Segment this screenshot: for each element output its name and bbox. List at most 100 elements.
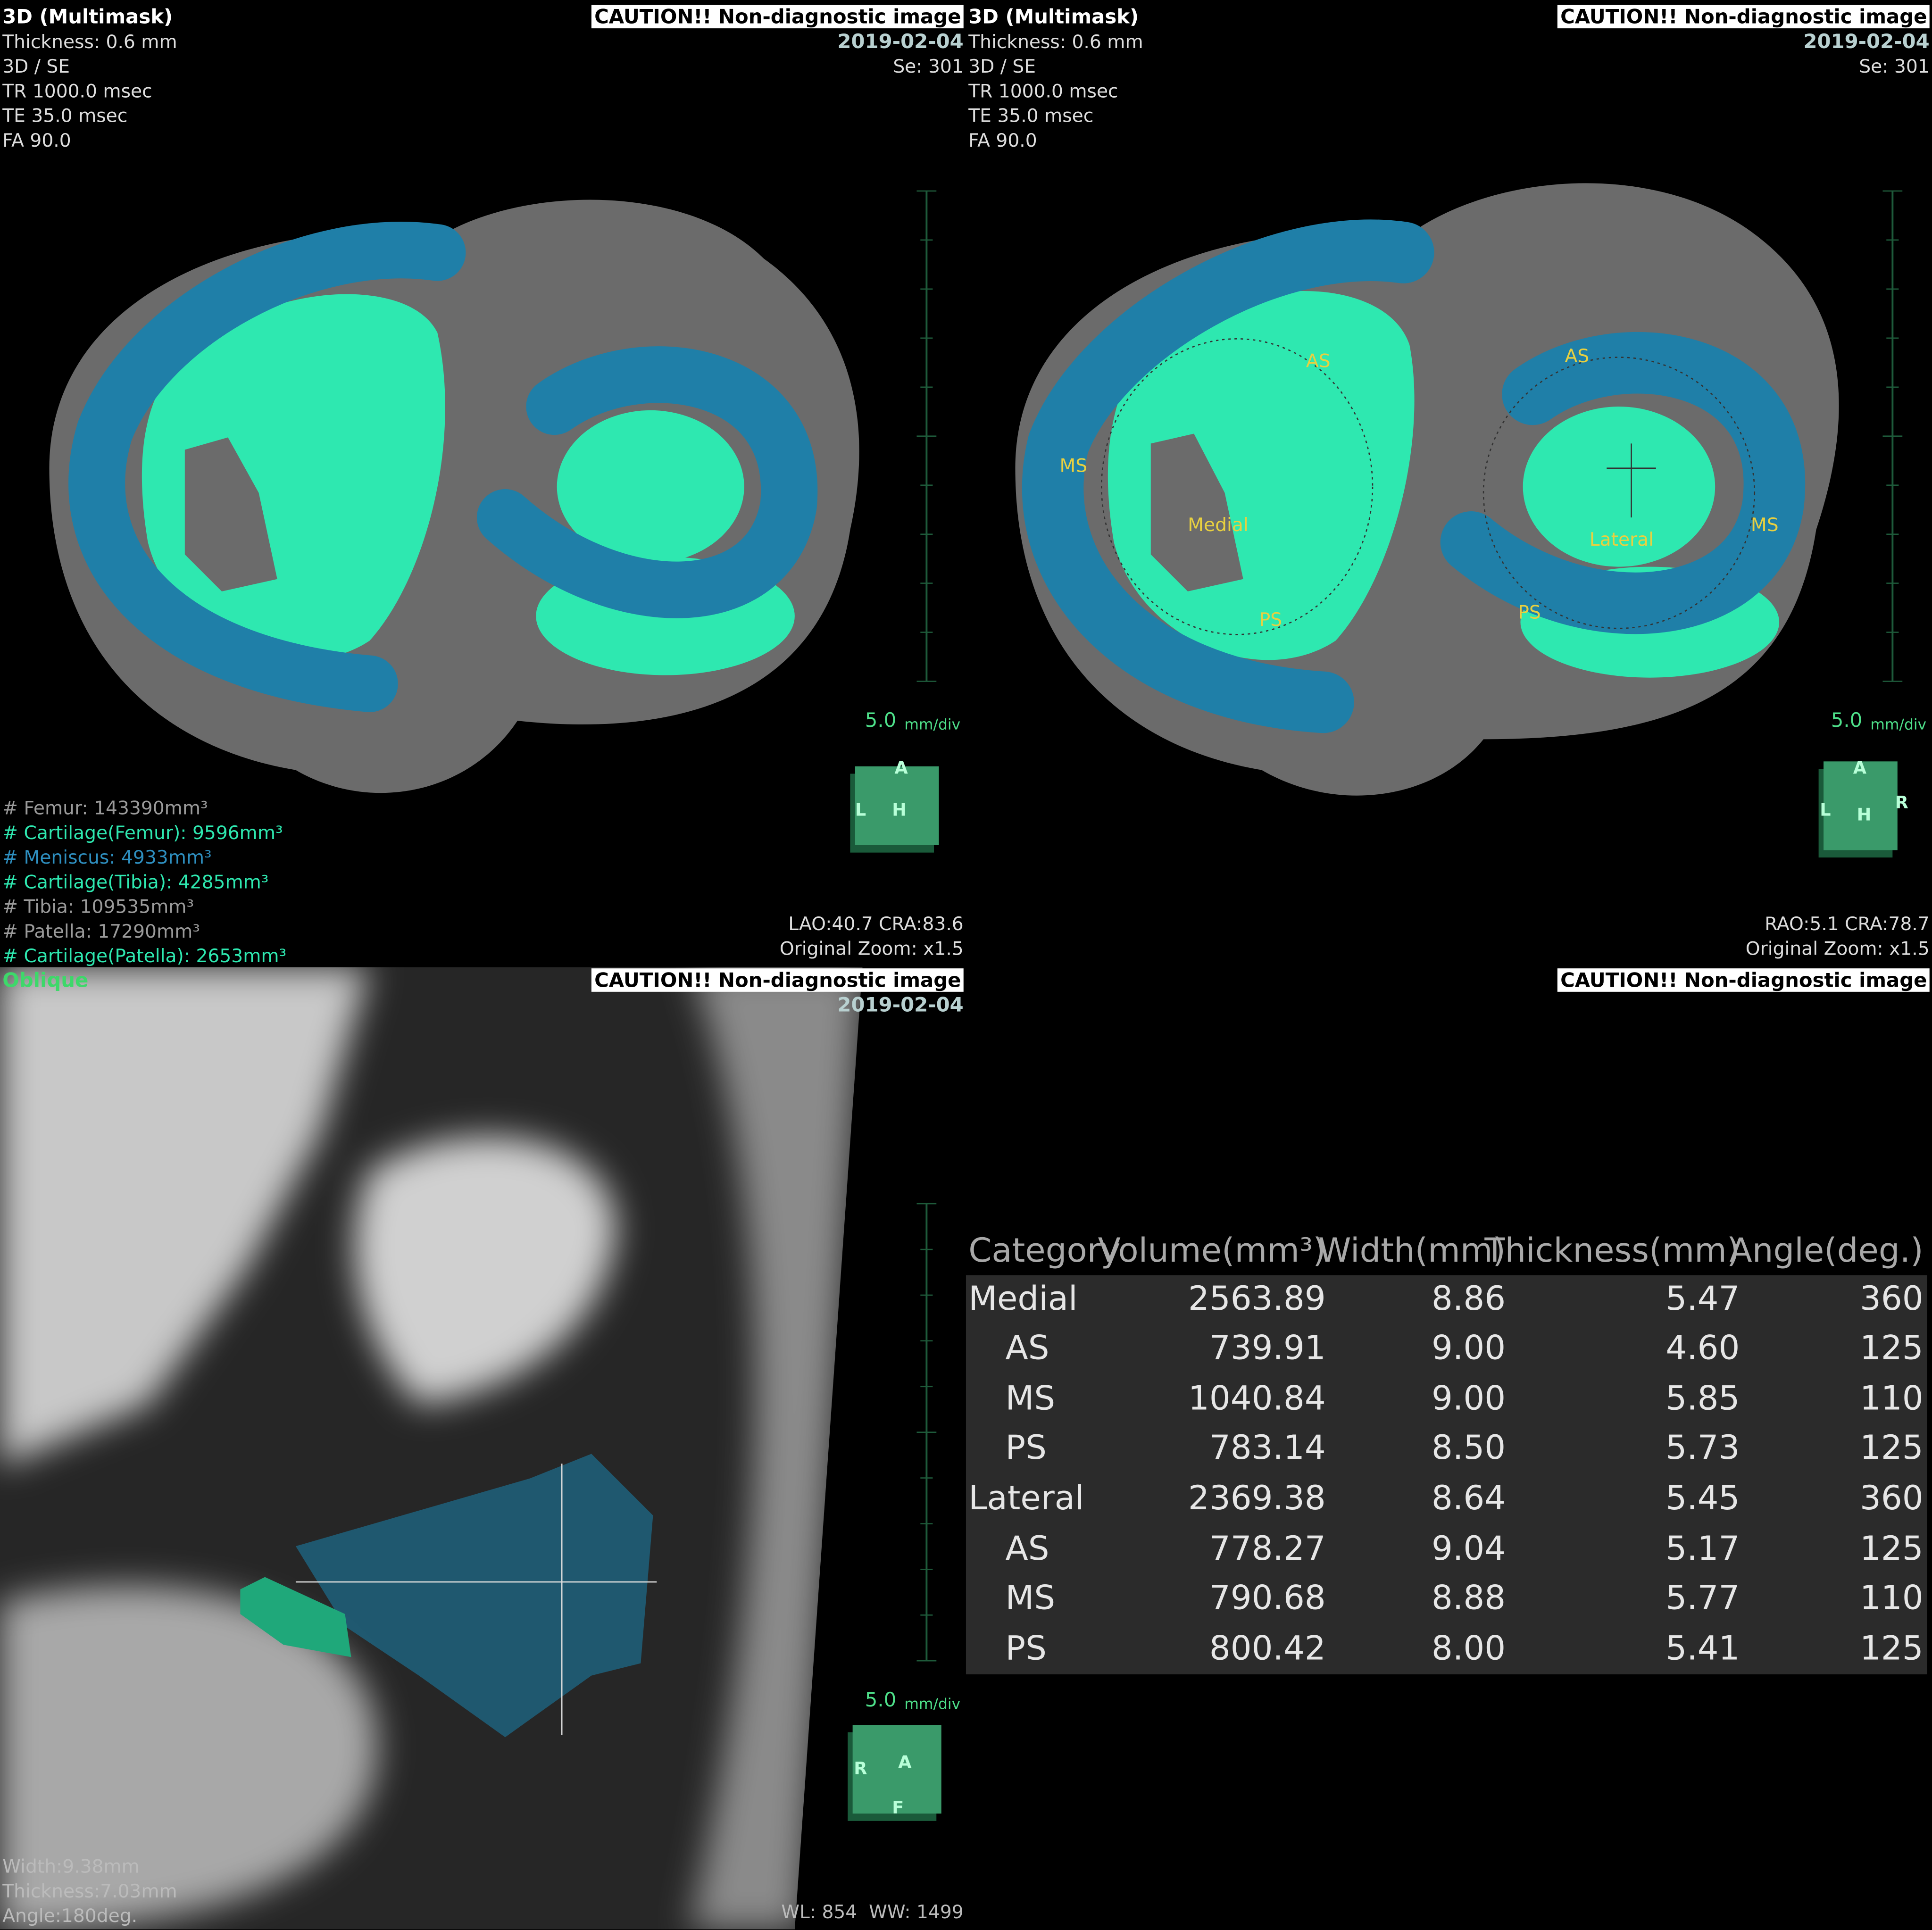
- table-row: PS 783.14 8.50 5.73 125: [966, 1425, 1927, 1475]
- table-cell: 110: [1859, 1580, 1924, 1618]
- table-cell: 739.91: [1209, 1330, 1326, 1368]
- legend-entry: # Cartilage(Femur): 9596mm³: [2, 822, 283, 844]
- table-cell: Category: [968, 1232, 1121, 1271]
- table-cell: 360: [1859, 1280, 1924, 1318]
- study-date: 2019-02-04: [837, 29, 964, 53]
- anatomy-label: Medial: [1188, 514, 1249, 536]
- table-cell: 125: [1859, 1530, 1924, 1568]
- table-cell: 5.17: [1666, 1530, 1740, 1568]
- table-cell: 5.77: [1666, 1580, 1740, 1618]
- scale-unit: mm/div: [904, 1695, 961, 1713]
- orientation-letter: F: [892, 1798, 904, 1819]
- table-cell: AS: [1005, 1530, 1049, 1568]
- table-cell: 9.00: [1432, 1380, 1506, 1418]
- info-line: FA 90.0: [2, 129, 71, 152]
- table-cell: 790.68: [1209, 1580, 1326, 1618]
- info-line: Thickness: 0.6 mm: [2, 31, 177, 53]
- orientation-letter: R: [1895, 793, 1908, 814]
- table-cell: 2369.38: [1188, 1480, 1326, 1518]
- table-cell: MS: [1005, 1580, 1056, 1618]
- table-cell: Lateral: [968, 1480, 1084, 1518]
- anatomy-label: PS: [1518, 601, 1541, 624]
- zoom-label: Original Zoom: x1.5: [779, 937, 964, 960]
- table-cell: 8.64: [1432, 1480, 1506, 1518]
- orientation-letter: A: [898, 1753, 912, 1773]
- table-cell: 8.50: [1432, 1430, 1506, 1468]
- table-cell: MS: [1005, 1380, 1056, 1418]
- legend-entry: # Meniscus: 4933mm³: [2, 846, 212, 869]
- table-cell: 125: [1859, 1330, 1924, 1368]
- render-3d: [49, 200, 859, 793]
- table-row: PS 800.42 8.00 5.41 125: [966, 1625, 1927, 1675]
- table-cell: 8.00: [1432, 1630, 1506, 1668]
- table-row: MS 790.68 8.88 5.77 110: [966, 1575, 1927, 1625]
- table-cell: PS: [1005, 1630, 1047, 1668]
- table-cell: 9.00: [1432, 1330, 1506, 1368]
- orientation-letter: A: [1853, 759, 1867, 779]
- orientation-letter: L: [855, 800, 866, 821]
- table-cell: 2563.89: [1188, 1280, 1326, 1318]
- caution-label: CAUTION!! Non-diagnostic image: [591, 968, 964, 992]
- table-cell: Volume(mm³): [1098, 1232, 1326, 1271]
- table-cell: 360: [1859, 1480, 1924, 1518]
- table-cell: 125: [1859, 1430, 1924, 1468]
- anatomy-label: Lateral: [1589, 528, 1654, 551]
- table-row: AS 739.91 9.00 4.60 125: [966, 1325, 1927, 1375]
- render-3d-mesh: [1015, 183, 1839, 796]
- measurement: Thickness:7.03mm: [2, 1880, 177, 1903]
- scale-value: 5.0: [1831, 708, 1863, 732]
- orientation-letter: A: [894, 759, 908, 779]
- table-cell: 110: [1859, 1380, 1924, 1418]
- table-cell: 5.45: [1666, 1480, 1740, 1518]
- legend-entry: # Cartilage(Tibia): 4285mm³: [2, 871, 269, 893]
- overlays: [848, 190, 1903, 1821]
- view-angle: LAO:40.7 CRA:83.6: [788, 913, 964, 935]
- window-level: WL: 854 WW: 1499: [781, 1901, 964, 1923]
- table-cell: 5.73: [1666, 1430, 1740, 1468]
- table-cell: Angle(deg.): [1729, 1232, 1924, 1271]
- series-label: Se: 301: [893, 55, 964, 78]
- scale-value: 5.0: [865, 1688, 897, 1712]
- table-cell: Medial: [968, 1280, 1078, 1318]
- table-cell: 1040.84: [1188, 1380, 1326, 1418]
- measurement: Angle:180deg.: [2, 1905, 138, 1927]
- orientation-cube: [852, 1725, 941, 1814]
- table-cell: PS: [1005, 1430, 1047, 1468]
- table-cell: AS: [1005, 1330, 1049, 1368]
- viewport-title: 3D (Multimask): [968, 5, 1139, 29]
- table-header: Category Volume(mm³) Width(mm) Thickness(mm…: [966, 1227, 1927, 1277]
- caution-label: CAUTION!! Non-diagnostic image: [1557, 5, 1930, 29]
- orientation-letter: H: [1857, 806, 1872, 826]
- measurement: Width:9.38mm: [2, 1855, 140, 1878]
- viewport-title: 3D (Multimask): [2, 5, 173, 29]
- orientation-cube: [1824, 761, 1898, 850]
- info-line: TE 35.0 msec: [968, 105, 1094, 127]
- results-table: Category Volume(mm³) Width(mm) Thickness(mm…: [966, 1227, 1927, 1675]
- orientation-letter: H: [892, 800, 907, 821]
- table-row: Medial 2563.89 8.86 5.47 360: [966, 1275, 1927, 1325]
- orientation-letter: R: [854, 1759, 867, 1780]
- info-line: TR 1000.0 msec: [2, 80, 152, 102]
- table-body: Medial 2563.89 8.86 5.47 360 AS 739.91 9.00 4.60…: [966, 1274, 1927, 1675]
- info-line: 3D / SE: [968, 55, 1036, 78]
- table-cell: 4.60: [1666, 1330, 1740, 1368]
- anatomy-label: AS: [1565, 345, 1590, 367]
- series-label: Se: 301: [1859, 55, 1930, 78]
- info-line: TE 35.0 msec: [2, 105, 128, 127]
- scale-unit: mm/div: [1870, 715, 1927, 733]
- info-line: 3D / SE: [2, 55, 70, 78]
- study-date: 2019-02-04: [1803, 29, 1930, 53]
- legend-entry: # Cartilage(Patella): 2653mm³: [2, 945, 287, 967]
- table-cell: 8.88: [1432, 1580, 1506, 1618]
- table-cell: 5.85: [1666, 1380, 1740, 1418]
- orientation-cube: [855, 766, 939, 845]
- legend-entry: # Tibia: 109535mm³: [2, 896, 194, 918]
- table-row: MS 1040.84 9.00 5.85 110: [966, 1375, 1927, 1425]
- table-cell: 5.41: [1666, 1630, 1740, 1668]
- table-cell: 783.14: [1209, 1430, 1326, 1468]
- scale-unit: mm/div: [904, 715, 961, 733]
- anatomy-label: MS: [1750, 514, 1779, 536]
- table-cell: 778.27: [1209, 1530, 1326, 1568]
- legend-entry: # Patella: 17290mm³: [2, 920, 200, 943]
